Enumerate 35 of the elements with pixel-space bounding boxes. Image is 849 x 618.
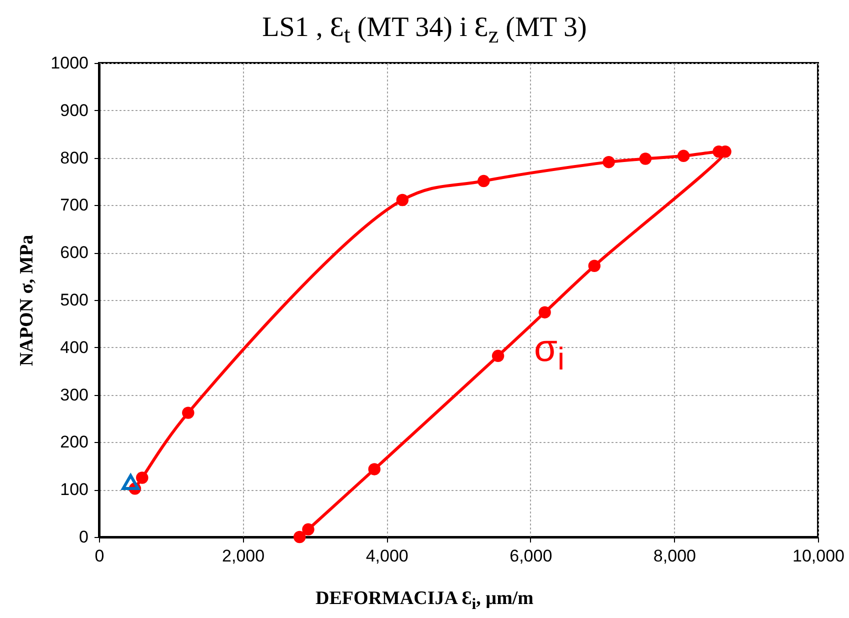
point	[602, 156, 615, 168]
chart-title: LS1 , Ɛ$_{t}$ (MT 34) i Ɛ$_{z}$ (MT 3)	[261, 12, 588, 50]
y-tick-label: 500	[60, 290, 88, 310]
y-tick-label: 200	[60, 432, 88, 452]
y-tick-label: 700	[60, 196, 88, 215]
point	[368, 463, 380, 476]
x-tick-label: 4,000	[366, 546, 408, 566]
y-tick-label: 1000	[50, 54, 88, 72]
point	[396, 194, 409, 206]
x-tick-label: 10,000	[792, 546, 844, 566]
point	[122, 474, 140, 490]
point	[677, 150, 690, 162]
x-tick-label: 0	[94, 546, 104, 566]
point	[478, 174, 490, 188]
x-tick-label: 8,000	[653, 546, 696, 566]
series-label: σ$_{i}$	[534, 328, 565, 378]
y-tick-label: 800	[60, 148, 88, 168]
x-tick-label: 2,000	[222, 546, 265, 566]
y-tick-label: 900	[60, 100, 88, 120]
point	[302, 523, 314, 536]
y-axis-title: NAPON σ, MPa	[16, 234, 38, 366]
x-tick-label: 6,000	[510, 546, 552, 566]
y-tick-label: 600	[60, 243, 88, 262]
point	[492, 350, 504, 362]
y-tick-label: 400	[60, 338, 88, 357]
point	[293, 530, 306, 544]
point	[538, 306, 551, 318]
y-tick-label: 100	[60, 480, 88, 500]
point	[136, 472, 148, 484]
y-tick-label: 0	[79, 528, 88, 546]
point	[588, 260, 601, 272]
y-tick-label: 300	[60, 385, 88, 404]
point	[639, 152, 652, 165]
point	[182, 406, 194, 419]
x-axis-title: DEFORMACIJA Ɛ$_{i}$, µm/m	[314, 588, 535, 614]
